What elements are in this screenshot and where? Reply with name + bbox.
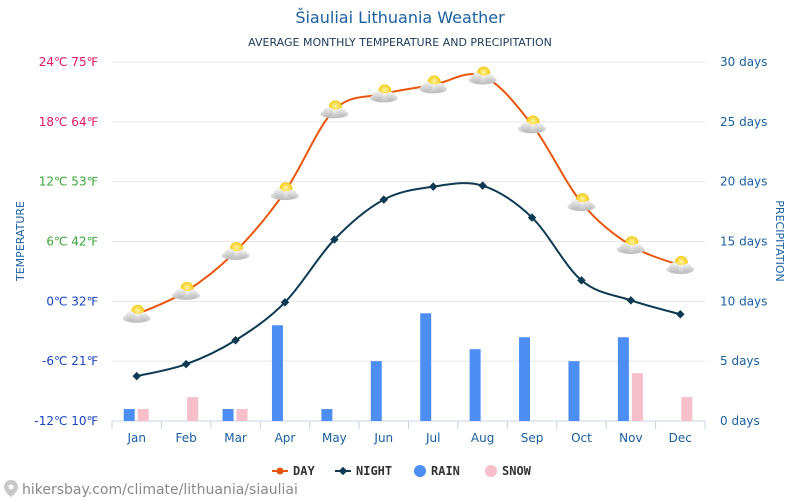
month-label: Dec bbox=[669, 431, 692, 445]
right-axis-title: PRECIPITATION bbox=[773, 200, 786, 281]
right-tick-label: 30 days bbox=[720, 55, 767, 69]
left-tick-label: 12℃ 53℉ bbox=[39, 175, 98, 189]
month-label: Mar bbox=[224, 431, 247, 445]
legend-marker-snow bbox=[485, 465, 497, 477]
left-tick-label: 18℃ 64℉ bbox=[39, 115, 98, 129]
rain-bar bbox=[617, 337, 629, 421]
rain-bar bbox=[321, 409, 333, 421]
left-axis-ticks: 24℃ 75℉ 18℃ 64℉ 12℃ 53℉ 6℃ 42℉ 0℃ 32℉ -6℃ 21℉… bbox=[34, 55, 98, 428]
sun-behind-cloud-icon bbox=[369, 84, 398, 103]
right-axis-ticks: 30 days 25 days 20 days 15 days 10 days 5 day… bbox=[720, 55, 767, 428]
precipitation-bars bbox=[123, 313, 693, 421]
location-pin-icon bbox=[4, 480, 18, 497]
sun-behind-cloud-icon bbox=[518, 115, 547, 134]
month-label: Nov bbox=[619, 431, 642, 445]
right-tick-label: 5 days bbox=[720, 354, 760, 368]
sun-behind-cloud-icon bbox=[221, 241, 250, 260]
left-tick-label: 24℃ 75℉ bbox=[39, 55, 98, 69]
night-point bbox=[676, 310, 685, 319]
month-label: Jun bbox=[373, 431, 393, 445]
sun-behind-cloud-icon bbox=[122, 304, 151, 323]
rain-bar bbox=[222, 409, 234, 421]
legend-label-snow: SNOW bbox=[502, 464, 532, 478]
night-point bbox=[478, 181, 487, 190]
legend-label-night: NIGHT bbox=[356, 464, 392, 478]
right-tick-label: 10 days bbox=[720, 294, 767, 308]
night-point bbox=[626, 296, 636, 305]
legend-marker-rain bbox=[414, 465, 426, 477]
chart-title: Šiauliai Lithuania Weather bbox=[295, 8, 505, 27]
night-point bbox=[577, 276, 586, 285]
sun-behind-cloud-icon bbox=[468, 66, 497, 85]
night-point bbox=[330, 235, 339, 244]
chart-subtitle: AVERAGE MONTHLY TEMPERATURE AND PRECIPIT… bbox=[248, 36, 552, 49]
legend-marker-day bbox=[276, 467, 284, 475]
sun-behind-cloud-icon bbox=[270, 182, 299, 201]
weather-icons bbox=[122, 66, 695, 323]
night-point bbox=[132, 371, 141, 381]
sun-behind-cloud-icon bbox=[419, 75, 448, 94]
temperature-markers bbox=[132, 181, 685, 381]
left-tick-label: 0℃ 32℉ bbox=[46, 294, 98, 308]
sun-behind-cloud-icon bbox=[666, 255, 695, 274]
rain-bar bbox=[123, 409, 135, 421]
night-point bbox=[181, 359, 191, 369]
left-tick-label: 6℃ 42℉ bbox=[46, 235, 98, 249]
left-tick-label: -6℃ 21℉ bbox=[42, 354, 98, 368]
night-point bbox=[231, 335, 240, 345]
snow-bar bbox=[187, 397, 199, 421]
rain-bar bbox=[568, 361, 580, 421]
rain-bar bbox=[420, 313, 432, 421]
night-line bbox=[136, 182, 681, 378]
month-label: Feb bbox=[176, 431, 197, 445]
left-tick-label: -12℃ 10℉ bbox=[34, 414, 98, 428]
legend-label-rain: RAIN bbox=[431, 464, 460, 478]
right-tick-label: 20 days bbox=[720, 175, 767, 189]
rain-bar bbox=[469, 349, 481, 421]
month-label: Aug bbox=[471, 431, 494, 445]
left-axis-title: TEMPERATURE bbox=[14, 201, 27, 282]
night-point bbox=[280, 298, 290, 307]
right-tick-label: 15 days bbox=[720, 235, 767, 249]
night-point bbox=[379, 195, 389, 204]
right-tick-label: 0 days bbox=[720, 414, 760, 428]
month-label: Apr bbox=[275, 431, 296, 445]
sun-behind-cloud-icon bbox=[567, 193, 596, 212]
snow-bar bbox=[631, 373, 643, 421]
rain-bar bbox=[370, 361, 382, 421]
month-label: Jul bbox=[425, 431, 440, 445]
month-label: Oct bbox=[571, 431, 592, 445]
snow-bar bbox=[137, 409, 149, 421]
month-label: May bbox=[322, 431, 347, 445]
snow-bar bbox=[236, 409, 248, 421]
credit-link[interactable]: hikersbay.com/climate/lithuania/siauliai bbox=[22, 482, 298, 498]
night-point bbox=[428, 182, 438, 191]
month-label: Sep bbox=[521, 431, 544, 445]
right-tick-label: 25 days bbox=[720, 115, 767, 129]
rain-bar bbox=[271, 325, 283, 421]
legend-marker-night bbox=[338, 466, 348, 476]
month-axis-ticks: Jan Feb Mar Apr May Jun Jul Aug Sep Oct Nov Dec bbox=[126, 431, 691, 445]
temperature-lines bbox=[136, 73, 681, 378]
legend-label-day: DAY bbox=[293, 464, 315, 478]
day-line bbox=[136, 73, 681, 316]
snow-bar bbox=[681, 397, 693, 421]
rain-bar bbox=[519, 337, 531, 421]
grid-lines bbox=[111, 61, 706, 429]
legend: DAY NIGHT RAIN SNOW bbox=[272, 464, 532, 478]
month-label: Jan bbox=[126, 431, 146, 445]
